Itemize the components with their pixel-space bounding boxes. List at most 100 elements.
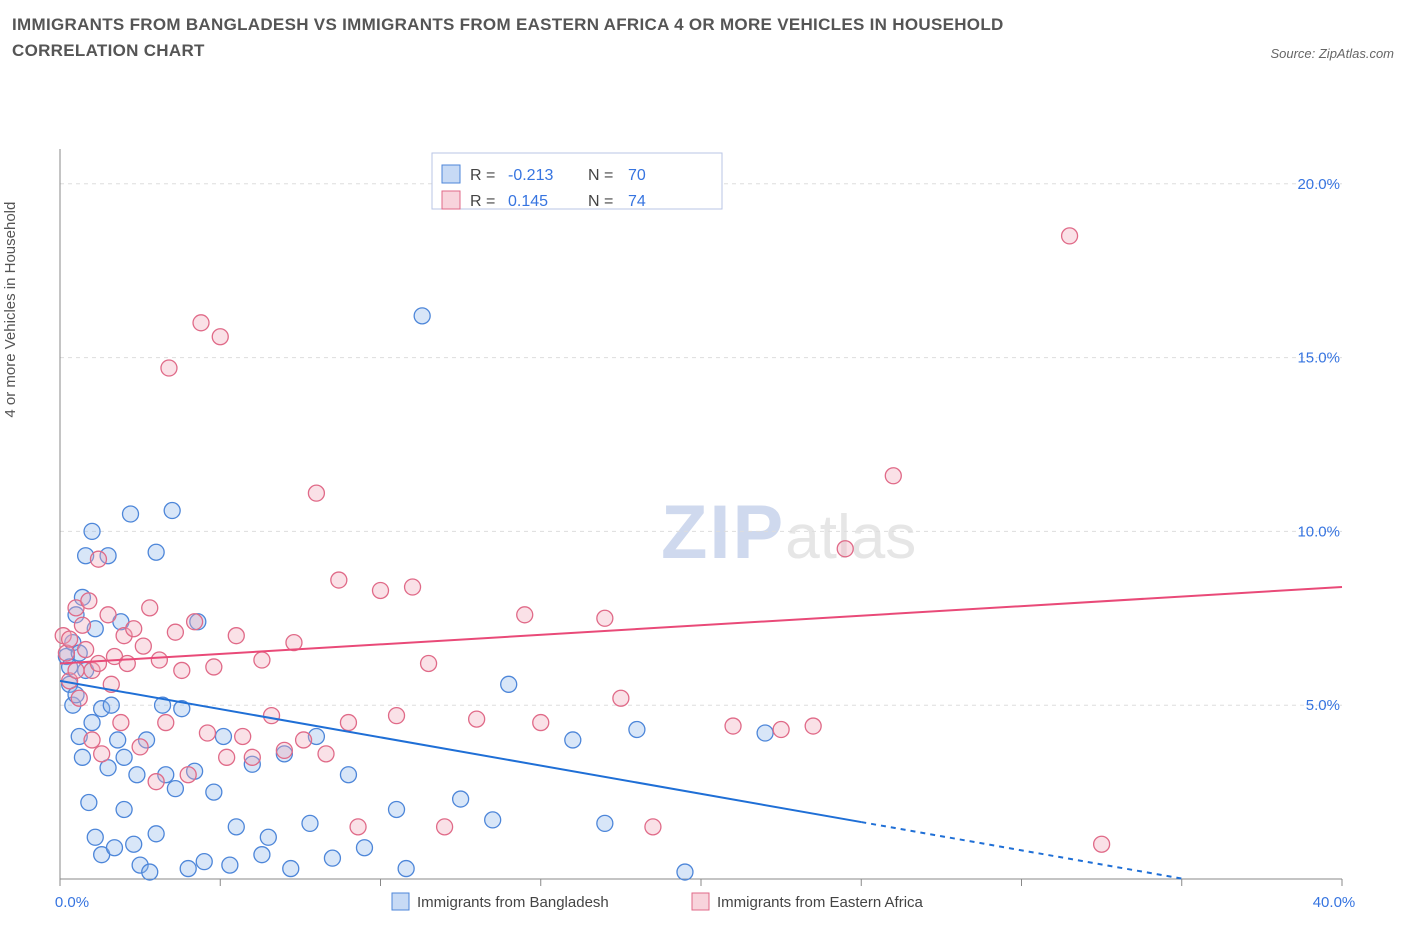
- data-point: [296, 732, 312, 748]
- data-point: [135, 638, 151, 654]
- data-point: [373, 582, 389, 598]
- data-point: [356, 840, 372, 856]
- data-point: [148, 544, 164, 560]
- data-point: [340, 715, 356, 731]
- data-point: [350, 819, 366, 835]
- y-tick-label: 20.0%: [1297, 176, 1340, 193]
- data-point: [103, 697, 119, 713]
- data-point: [485, 812, 501, 828]
- data-point: [565, 732, 581, 748]
- data-point: [148, 826, 164, 842]
- data-point: [222, 857, 238, 873]
- y-tick-label: 5.0%: [1306, 697, 1340, 714]
- data-point: [180, 767, 196, 783]
- data-point: [228, 628, 244, 644]
- data-point: [142, 864, 158, 880]
- chart-svg: ZIPatlas5.0%10.0%15.0%20.0%0.0%40.0%R = …: [12, 69, 1394, 939]
- data-point: [94, 746, 110, 762]
- data-point: [151, 652, 167, 668]
- data-point: [212, 329, 228, 345]
- y-tick-label: 10.0%: [1297, 523, 1340, 540]
- data-point: [414, 308, 430, 324]
- data-point: [123, 506, 139, 522]
- data-point: [324, 850, 340, 866]
- data-point: [84, 715, 100, 731]
- data-point: [174, 662, 190, 678]
- r-value: -0.213: [508, 167, 553, 184]
- x-tick-label: 0.0%: [55, 894, 89, 911]
- data-point: [62, 631, 78, 647]
- data-point: [116, 801, 132, 817]
- data-point: [725, 718, 741, 734]
- data-point: [116, 749, 132, 765]
- data-point: [283, 861, 299, 877]
- data-point: [235, 728, 251, 744]
- data-point: [90, 655, 106, 671]
- data-point: [437, 819, 453, 835]
- correlation-chart: 4 or more Vehicles in Household ZIPatlas…: [12, 69, 1394, 939]
- data-point: [113, 715, 129, 731]
- legend-swatch: [392, 893, 409, 910]
- r-value: 0.145: [508, 193, 548, 210]
- data-point: [206, 659, 222, 675]
- data-point: [180, 861, 196, 877]
- data-point: [126, 836, 142, 852]
- data-point: [126, 621, 142, 637]
- data-point: [193, 315, 209, 331]
- data-point: [331, 572, 347, 588]
- data-point: [613, 690, 629, 706]
- x-tick-label: 40.0%: [1313, 894, 1356, 911]
- data-point: [597, 610, 613, 626]
- data-point: [308, 485, 324, 501]
- data-point: [533, 715, 549, 731]
- data-point: [74, 617, 90, 633]
- source-attribution: Source: ZipAtlas.com: [1270, 46, 1394, 63]
- data-point: [87, 829, 103, 845]
- data-point: [71, 690, 87, 706]
- data-point: [110, 732, 126, 748]
- data-point: [148, 774, 164, 790]
- data-point: [215, 728, 231, 744]
- data-point: [84, 523, 100, 539]
- data-point: [389, 708, 405, 724]
- data-point: [106, 840, 122, 856]
- data-point: [129, 767, 145, 783]
- data-point: [90, 551, 106, 567]
- data-point: [164, 503, 180, 519]
- data-point: [161, 360, 177, 376]
- legend-label: Immigrants from Bangladesh: [417, 894, 609, 911]
- data-point: [773, 722, 789, 738]
- data-point: [254, 652, 270, 668]
- data-point: [254, 847, 270, 863]
- svg-text:R =: R =: [470, 193, 495, 210]
- data-point: [1094, 836, 1110, 852]
- data-point: [228, 819, 244, 835]
- data-point: [68, 662, 84, 678]
- watermark: ZIPatlas: [661, 490, 916, 575]
- data-point: [244, 749, 260, 765]
- data-point: [453, 791, 469, 807]
- data-point: [597, 815, 613, 831]
- stats-swatch: [442, 191, 460, 209]
- legend-label: Immigrants from Eastern Africa: [717, 894, 924, 911]
- n-value: 74: [628, 193, 646, 210]
- data-point: [629, 722, 645, 738]
- data-point: [260, 829, 276, 845]
- data-point: [142, 600, 158, 616]
- data-point: [199, 725, 215, 741]
- y-axis-label: 4 or more Vehicles in Household: [2, 202, 19, 418]
- page-title: IMMIGRANTS FROM BANGLADESH VS IMMIGRANTS…: [12, 12, 1112, 63]
- data-point: [206, 784, 222, 800]
- data-point: [805, 718, 821, 734]
- data-point: [501, 676, 517, 692]
- data-point: [340, 767, 356, 783]
- data-point: [119, 655, 135, 671]
- data-point: [196, 854, 212, 870]
- y-tick-label: 15.0%: [1297, 350, 1340, 367]
- data-point: [158, 715, 174, 731]
- data-point: [677, 864, 693, 880]
- data-point: [81, 795, 97, 811]
- data-point: [219, 749, 235, 765]
- data-point: [405, 579, 421, 595]
- data-point: [398, 861, 414, 877]
